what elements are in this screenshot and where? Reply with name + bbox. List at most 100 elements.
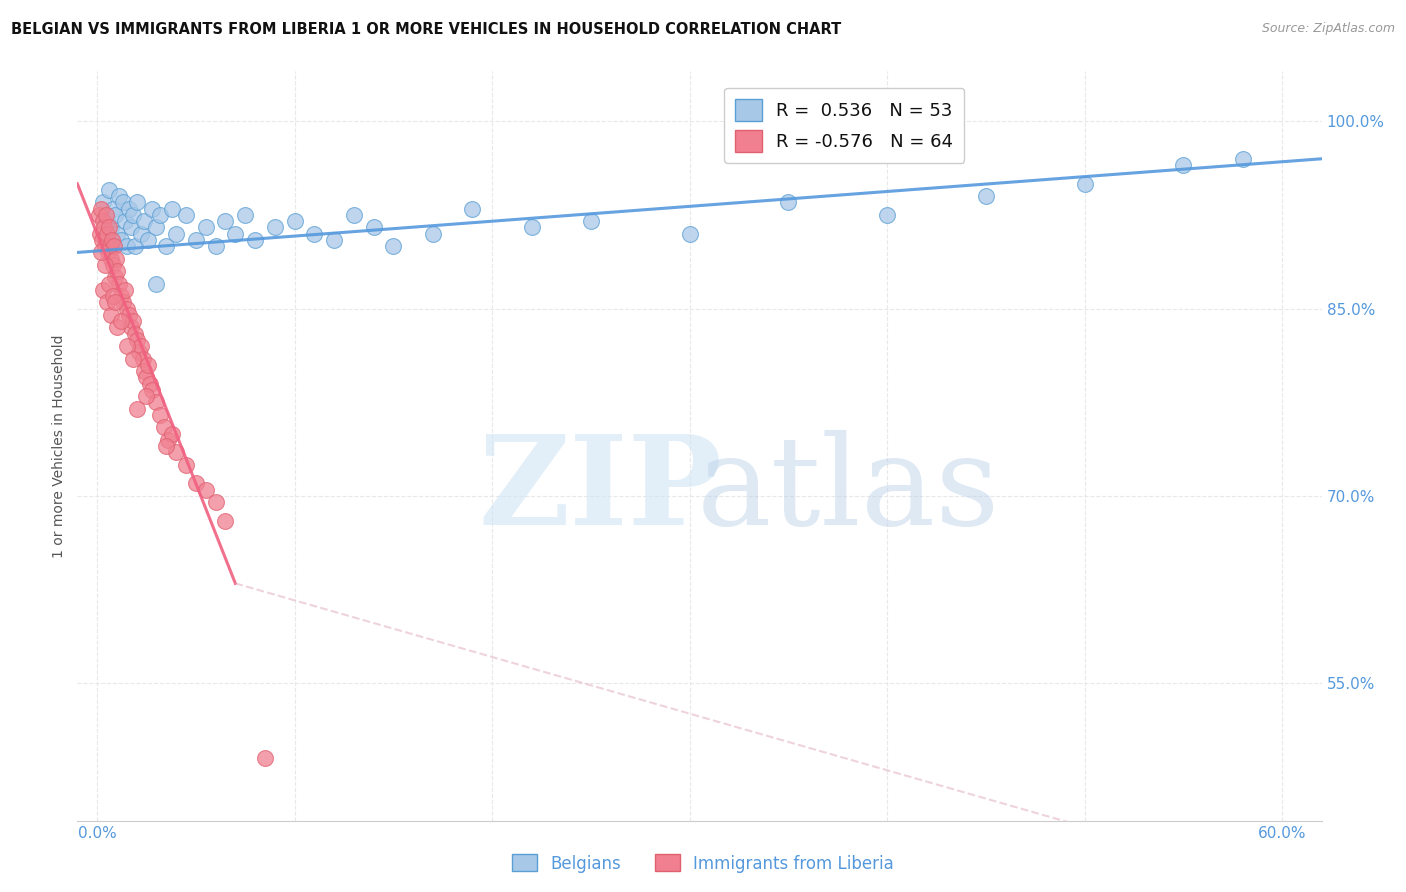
Point (138, 233, 160, 247)
Point (121, 314, 143, 328)
Point (304, 227, 326, 241)
Point (343, 208, 366, 222)
Point (115, 239, 138, 253)
Point (422, 227, 444, 241)
Point (145, 220, 167, 235)
Point (94, 239, 117, 253)
Point (100, 252, 122, 266)
Point (118, 308, 141, 322)
Point (108, 189, 129, 203)
Point (141, 383, 163, 397)
Point (104, 208, 127, 222)
Point (128, 345, 150, 359)
Point (93, 220, 115, 235)
Point (243, 233, 266, 247)
Point (104, 270, 127, 285)
Point (104, 252, 127, 266)
Point (94, 208, 117, 222)
Point (90, 245, 112, 260)
Point (96, 227, 118, 241)
Point (1073, 177, 1095, 191)
Point (105, 227, 128, 241)
Point (91, 233, 114, 247)
Point (108, 277, 129, 291)
Point (165, 445, 187, 459)
Point (323, 233, 346, 247)
Point (120, 220, 142, 235)
Point (111, 295, 134, 310)
Point (101, 202, 124, 216)
Point (104, 295, 127, 310)
Text: atlas: atlas (697, 431, 1001, 551)
Point (224, 227, 246, 241)
Point (520, 220, 543, 235)
Point (96, 214, 118, 228)
Point (153, 420, 176, 434)
Point (110, 314, 132, 328)
Point (124, 239, 146, 253)
Point (382, 239, 405, 253)
Point (97, 183, 120, 197)
Legend: R =  0.536   N = 53, R = -0.576   N = 64: R = 0.536 N = 53, R = -0.576 N = 64 (724, 88, 965, 162)
Point (115, 301, 138, 316)
Point (96, 295, 118, 310)
Point (91, 214, 114, 228)
Legend: Belgians, Immigrants from Liberia: Belgians, Immigrants from Liberia (506, 847, 900, 880)
Point (94, 258, 117, 272)
Point (263, 220, 285, 235)
Point (131, 351, 153, 366)
Point (284, 214, 307, 228)
Point (103, 239, 125, 253)
Point (149, 208, 172, 222)
Point (253, 751, 276, 765)
Point (194, 483, 217, 497)
Point (155, 239, 177, 253)
Point (90, 202, 112, 216)
Point (101, 233, 124, 247)
Point (160, 426, 183, 441)
Text: ZIP: ZIP (478, 431, 721, 551)
Point (125, 333, 148, 347)
Point (110, 289, 132, 303)
Point (1232, 152, 1254, 166)
Point (461, 202, 484, 216)
Point (114, 283, 136, 297)
Point (97, 277, 120, 291)
Point (121, 351, 143, 366)
Point (174, 458, 197, 472)
Point (105, 264, 128, 278)
Point (97, 245, 120, 260)
Point (149, 408, 172, 422)
Point (184, 233, 207, 247)
Point (876, 208, 898, 222)
Point (134, 364, 156, 378)
Point (974, 189, 997, 203)
Point (214, 214, 236, 228)
Point (91, 195, 114, 210)
Point (194, 220, 217, 235)
Point (134, 214, 156, 228)
Point (100, 308, 122, 322)
Point (678, 227, 700, 241)
Point (135, 370, 157, 384)
Point (105, 320, 128, 334)
Point (89, 227, 111, 241)
Point (110, 233, 132, 247)
Point (135, 389, 157, 403)
Point (100, 220, 122, 235)
Point (120, 320, 142, 334)
Point (160, 202, 183, 216)
Point (101, 289, 124, 303)
Point (115, 339, 138, 353)
Point (125, 195, 148, 210)
Text: BELGIAN VS IMMIGRANTS FROM LIBERIA 1 OR MORE VEHICLES IN HOUSEHOLD CORRELATION C: BELGIAN VS IMMIGRANTS FROM LIBERIA 1 OR … (11, 22, 842, 37)
Point (214, 514, 236, 528)
Point (204, 239, 226, 253)
Point (125, 401, 148, 416)
Point (138, 358, 160, 372)
Point (114, 214, 136, 228)
Point (233, 208, 256, 222)
Point (145, 277, 167, 291)
Y-axis label: 1 or more Vehicles in Household: 1 or more Vehicles in Household (52, 334, 66, 558)
Point (98, 239, 121, 253)
